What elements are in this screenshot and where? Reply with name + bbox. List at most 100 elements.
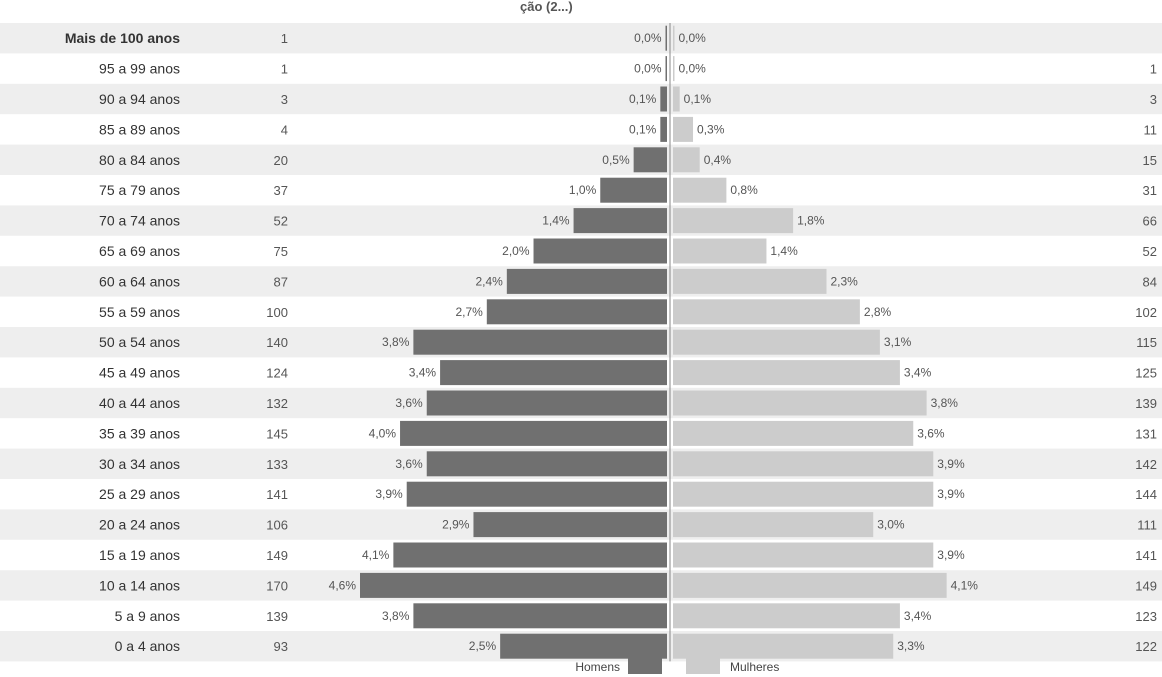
men-bar [506,268,667,294]
legend-swatch-mulheres [686,657,720,674]
men-count: 139 [266,609,288,624]
men-bar [406,481,667,507]
men-percent-label: 3,4% [409,366,437,380]
legend-label-mulheres: Mulheres [730,660,779,674]
pyramid-row: 90 a 94 anos 3 0,1% 0,1% 3 [99,86,1157,112]
women-percent-label: 1,8% [797,214,825,228]
men-bar [533,238,667,264]
legend-swatch-homens [628,657,662,674]
pyramid-rows: Mais de 100 anos 1 0,0% 0,0% 95 a 99 anos 1 0,… [65,23,1158,662]
men-count: 140 [266,335,288,350]
age-group-label: 50 a 54 anos [99,334,180,350]
women-percent-label: 3,3% [897,639,925,653]
age-group-label: 70 a 74 anos [99,213,180,229]
men-count: 132 [266,396,288,411]
men-percent-label: 3,8% [382,609,410,623]
women-percent-label: 3,9% [937,487,965,501]
women-count: 131 [1135,426,1157,441]
age-group-label: 90 a 94 anos [99,91,180,107]
men-bar [660,86,667,112]
pyramid-row: 15 a 19 anos 149 4,1% 3,9% 141 [99,542,1157,568]
women-percent-label: 3,6% [917,426,945,440]
age-group-label: 95 a 99 anos [99,61,180,77]
men-percent-label: 2,4% [475,274,503,288]
women-bar [673,238,767,264]
women-percent-label: 0,0% [679,31,707,45]
women-count: 122 [1135,639,1157,654]
men-bar [600,177,667,203]
men-bar [413,329,667,355]
men-percent-label: 3,9% [375,487,403,501]
age-group-label: 30 a 34 anos [99,456,180,472]
women-percent-label: 3,9% [937,457,965,471]
row-band [0,83,1162,115]
women-percent-label: 0,1% [684,92,712,106]
women-count: 144 [1135,487,1157,502]
men-count: 3 [281,92,288,107]
men-count: 1 [281,62,288,77]
women-bar [673,25,675,51]
men-percent-label: 2,9% [442,518,470,532]
women-count: 84 [1143,274,1157,289]
pyramid-row: 75 a 79 anos 37 1,0% 0,8% 31 [99,177,1157,203]
women-percent-label: 0,3% [697,122,725,136]
age-group-label: 10 a 14 anos [99,577,180,593]
women-bar [673,360,900,386]
women-bar [673,299,860,325]
men-percent-label: 4,1% [362,548,390,562]
men-percent-label: 2,7% [455,305,483,319]
men-count: 20 [274,153,288,168]
row-band [0,23,1162,54]
women-bar [673,451,934,477]
pyramid-row: 70 a 74 anos 52 1,4% 1,8% 66 [99,208,1157,234]
women-percent-label: 4,1% [951,578,979,592]
age-group-label: 40 a 44 anos [99,395,180,411]
age-group-label: 35 a 39 anos [99,425,180,441]
women-percent-label: 2,3% [831,274,859,288]
men-bar [426,451,667,477]
women-count: 52 [1143,244,1157,259]
women-count: 115 [1136,335,1157,350]
pyramid-row: 25 a 29 anos 141 3,9% 3,9% 144 [99,481,1157,507]
women-percent-label: 0,0% [679,62,707,76]
men-count: 75 [274,244,288,259]
women-percent-label: 2,8% [864,305,892,319]
men-bar [426,390,667,416]
women-bar [673,147,700,173]
men-bar [393,542,667,568]
men-percent-label: 2,0% [502,244,530,258]
women-percent-label: 3,8% [931,396,959,410]
men-bar [660,116,667,142]
pyramid-row: 95 a 99 anos 1 0,0% 0,0% 1 [99,56,1157,82]
women-count: 123 [1135,609,1157,624]
women-percent-label: 3,9% [937,548,965,562]
legend-label-homens: Homens [575,660,620,674]
pyramid-row: 20 a 24 anos 106 2,9% 3,0% 111 [99,512,1157,538]
women-count: 11 [1144,122,1158,137]
women-bar [673,420,914,446]
men-count: 141 [266,487,288,502]
women-bar [673,208,794,234]
men-bar [633,147,667,173]
women-count: 141 [1135,548,1157,563]
men-count: 145 [266,426,288,441]
men-count: 52 [274,214,288,229]
women-percent-label: 3,0% [877,518,905,532]
pyramid-row: 30 a 34 anos 133 3,6% 3,9% 142 [99,451,1157,477]
women-count: 142 [1135,457,1157,472]
men-bar [486,299,667,325]
pyramid-row: 10 a 14 anos 170 4,6% 4,1% 149 [99,572,1157,598]
age-group-label: Mais de 100 anos [65,30,180,46]
pyramid-row: 40 a 44 anos 132 3,6% 3,8% 139 [99,390,1157,416]
men-count: 87 [274,274,288,289]
women-bar [673,390,927,416]
men-bar [665,25,667,51]
men-count: 124 [266,366,288,381]
men-count: 100 [266,305,288,320]
women-percent-label: 0,4% [704,153,732,167]
pyramid-row: 85 a 89 anos 4 0,1% 0,3% 11 [99,116,1158,142]
women-percent-label: 3,1% [884,335,912,349]
men-percent-label: 1,4% [542,214,570,228]
men-percent-label: 4,0% [369,426,397,440]
pyramid-row: 5 a 9 anos 139 3,8% 3,4% 123 [115,603,1157,629]
